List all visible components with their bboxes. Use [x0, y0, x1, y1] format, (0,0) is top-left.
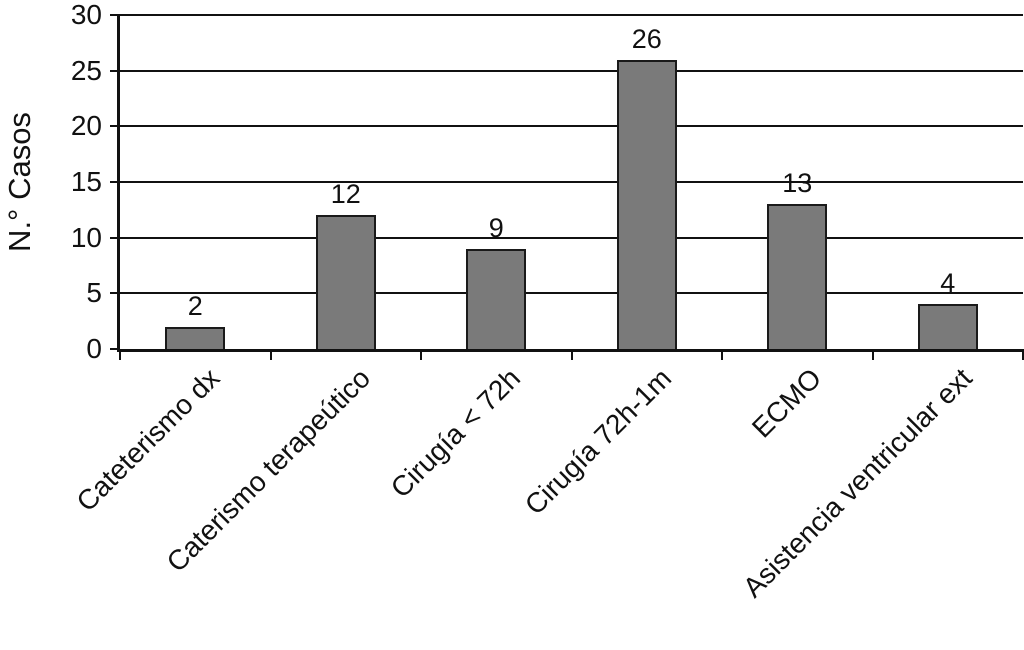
- bar-4: [616, 59, 677, 349]
- y-axis-tick-25: [110, 69, 120, 72]
- gridline-y-30: [120, 14, 1023, 16]
- x-axis-tick: [420, 349, 422, 360]
- y-tick-label: 20: [70, 110, 102, 142]
- y-tick-label: 0: [86, 333, 102, 364]
- gridline-y-20: [120, 125, 1023, 128]
- bar-value-label: 26: [631, 23, 662, 54]
- y-axis-tick-0: [110, 348, 120, 350]
- y-axis-tick-20: [110, 125, 120, 128]
- y-axis-tick-10: [110, 236, 120, 239]
- x-axis-tick: [721, 349, 723, 360]
- y-tick-label: 15: [70, 166, 102, 197]
- x-category-label: Cirugía < 72h: [385, 362, 527, 504]
- x-axis-tick: [570, 349, 573, 360]
- x-axis-tick: [119, 349, 121, 360]
- bar-6: [917, 304, 978, 349]
- plot-area: 0 5 10 15 20 25 30 2 12 9 26 13 4: [71, 0, 1024, 364]
- x-category-label: Cateterismo dx: [70, 362, 226, 518]
- gridline-y-15: [120, 181, 1023, 183]
- bar-value-label: 2: [187, 290, 203, 321]
- bar-1: [165, 326, 226, 349]
- x-axis-tick: [1022, 349, 1024, 360]
- gridline-y-5: [120, 292, 1023, 295]
- bar-value-label: 9: [488, 212, 504, 243]
- x-category-label: Cirugía 72h-1m: [518, 362, 677, 521]
- y-axis-tick-30: [110, 14, 120, 16]
- bar-value-label: 13: [782, 168, 813, 199]
- bar-2: [315, 215, 376, 349]
- bar-5: [767, 204, 828, 349]
- y-tick-label: 5: [86, 277, 102, 309]
- y-axis-tick-15: [110, 181, 120, 183]
- gridline-y-10: [120, 236, 1023, 239]
- y-tick-label: 30: [70, 0, 102, 30]
- bar-value-label: 4: [940, 268, 956, 299]
- y-axis-tick-5: [110, 292, 120, 295]
- gridline-y-25: [120, 69, 1023, 72]
- x-axis-tick: [871, 349, 874, 360]
- x-axis-tick: [269, 349, 272, 360]
- y-tick-label: 10: [70, 221, 102, 253]
- y-tick-label: 25: [70, 54, 102, 86]
- bar-3: [466, 248, 527, 349]
- x-category-label: ECMO: [746, 362, 828, 444]
- y-axis-title: N.° Casos: [2, 112, 37, 252]
- bar-value-label: 12: [330, 179, 361, 210]
